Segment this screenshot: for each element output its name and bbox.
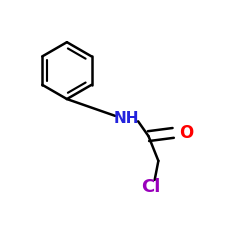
Text: Cl: Cl	[141, 178, 161, 196]
Text: NH: NH	[114, 111, 139, 126]
Text: O: O	[180, 124, 194, 142]
